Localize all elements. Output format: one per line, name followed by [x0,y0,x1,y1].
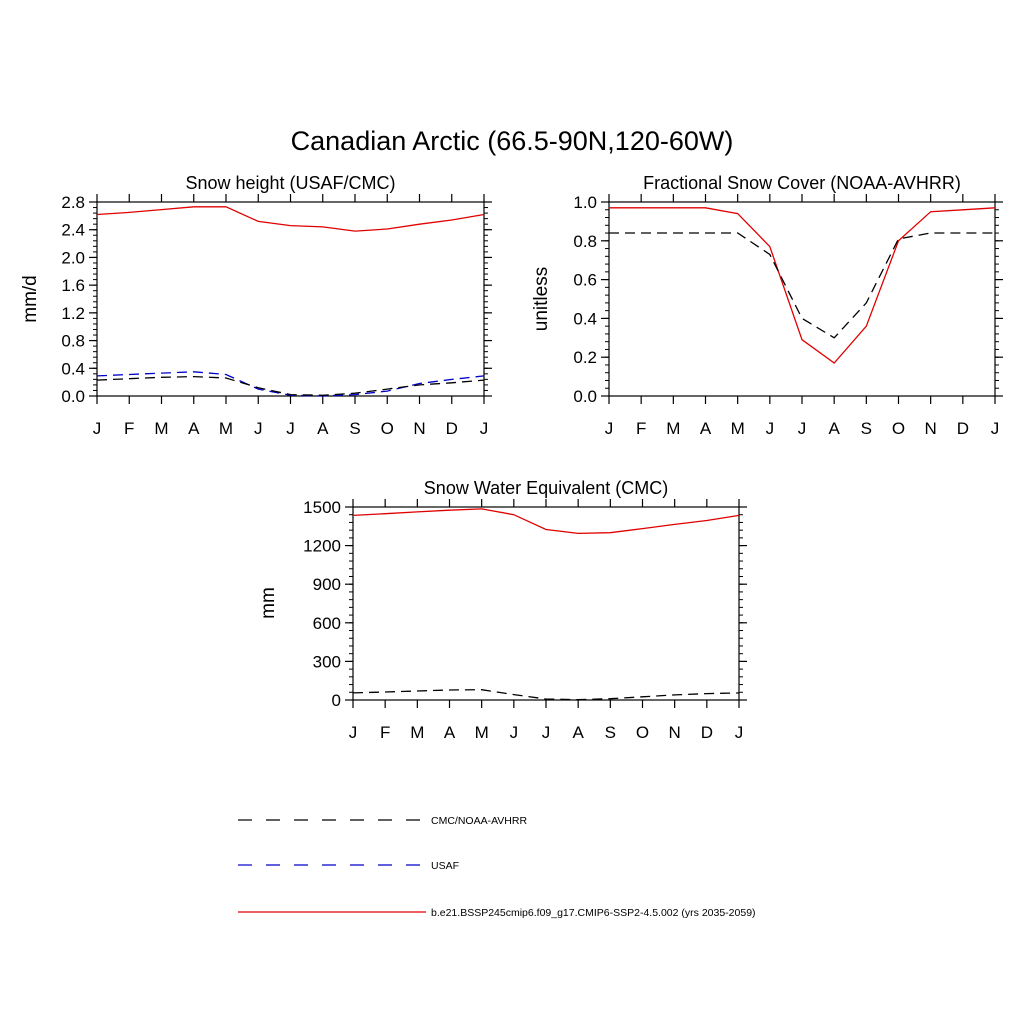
series-line-obs [96,375,485,396]
x-tick-label: F [124,419,134,438]
x-tick-label: S [605,723,616,742]
x-tick-label: M [154,419,168,438]
y-tick-label: 1.2 [61,304,85,323]
series-line-obs [609,232,995,339]
x-tick-label: O [381,419,394,438]
y-tick-label: 0.0 [61,387,85,406]
x-tick-label: D [957,419,969,438]
x-tick-label: J [510,723,519,742]
x-tick-label: J [605,419,614,438]
series-line-model [609,207,996,364]
y-tick-label: 0.0 [573,387,597,406]
chart-panel-2: Fractional Snow Cover (NOAA-AVHRR) unitle… [531,173,1003,438]
y-tick-label: 1.0 [573,193,597,212]
x-tick-label: D [701,723,713,742]
x-tick-label: J [480,419,489,438]
y-tick-label: 600 [313,614,341,633]
x-tick-label: A [188,419,200,438]
y-tick-label: 0.4 [61,359,85,378]
x-tick-label: J [798,419,807,438]
x-tick-label: D [446,419,458,438]
legend-item-obs: CMC/NOAA-AVHRR [238,815,527,827]
x-tick-label: J [542,723,551,742]
legend-item-model: b.e21.BSSP245cmip6.f09_g17.CMIP6-SSP2-4.… [238,907,756,919]
y-tick-label: 0.6 [573,271,597,290]
x-tick-label: A [317,419,329,438]
legend-label: b.e21.BSSP245cmip6.f09_g17.CMIP6-SSP2-4.… [431,907,756,919]
x-tick-label: S [349,419,360,438]
y-tick-label: 0.8 [61,332,85,351]
y-tick-label: 2.0 [61,248,85,267]
panel-title: Snow Water Equivalent (CMC) [424,478,668,498]
x-tick-label: N [669,723,681,742]
panel-title: Snow height (USAF/CMC) [185,173,395,193]
y-axis-label: mm/d [20,275,41,323]
x-tick-label: M [410,723,424,742]
x-tick-label: A [828,419,840,438]
series-line-obs [352,689,740,701]
x-tick-label: J [254,419,263,438]
x-tick-label: J [735,723,744,742]
y-tick-label: 0 [332,691,341,710]
series-line-usaf [96,371,485,397]
x-tick-label: O [636,723,649,742]
y-tick-label: 1200 [303,537,341,556]
y-tick-label: 300 [313,652,341,671]
chart-panel-1: Snow height (USAF/CMC) mm/d 0.0 0.4 0.8 1.2 1.… [20,173,492,438]
y-tick-label: 2.4 [61,221,85,240]
legend-label: CMC/NOAA-AVHRR [431,815,527,827]
y-tick-label: 900 [313,575,341,594]
y-tick-label: 0.2 [573,348,597,367]
chart-panel-3: Snow Water Equivalent (CMC) mm 0 300 600 900 1… [258,478,747,742]
x-tick-label: J [286,419,295,438]
y-tick-label: 0.4 [573,309,597,328]
x-tick-label: A [572,723,584,742]
x-tick-label: S [861,419,872,438]
series-line-model [352,508,740,535]
x-tick-label: J [93,419,102,438]
y-axis-label: unitless [531,267,552,331]
y-tick-label: 1500 [303,498,341,517]
chart-panels: Snow height (USAF/CMC) mm/d 0.0 0.4 0.8 1.2 1.… [20,173,1003,742]
x-tick-label: J [766,419,775,438]
x-tick-label: J [991,419,1000,438]
y-axis-label: mm [258,587,279,619]
x-tick-label: M [219,419,233,438]
x-tick-label: M [731,419,745,438]
figure-title: Canadian Arctic (66.5-90N,120-60W) [291,126,734,156]
x-tick-label: F [636,419,646,438]
y-tick-label: 1.6 [61,276,85,295]
chart-legend: CMC/NOAA-AVHRR USAF b.e21.BSSP245cmip6.f09… [238,815,756,919]
x-tick-label: A [444,723,456,742]
y-tick-label: 2.8 [61,193,85,212]
x-tick-label: F [380,723,390,742]
y-tick-label: 0.8 [573,232,597,251]
x-tick-label: A [700,419,712,438]
x-tick-label: J [349,723,358,742]
legend-label: USAF [431,860,459,872]
x-tick-label: M [475,723,489,742]
x-tick-label: M [666,419,680,438]
legend-item-usaf: USAF [238,860,459,872]
series-line-model [96,206,485,232]
x-tick-label: N [925,419,937,438]
panel-title: Fractional Snow Cover (NOAA-AVHRR) [643,173,961,193]
x-tick-label: N [413,419,425,438]
x-tick-label: O [892,419,905,438]
